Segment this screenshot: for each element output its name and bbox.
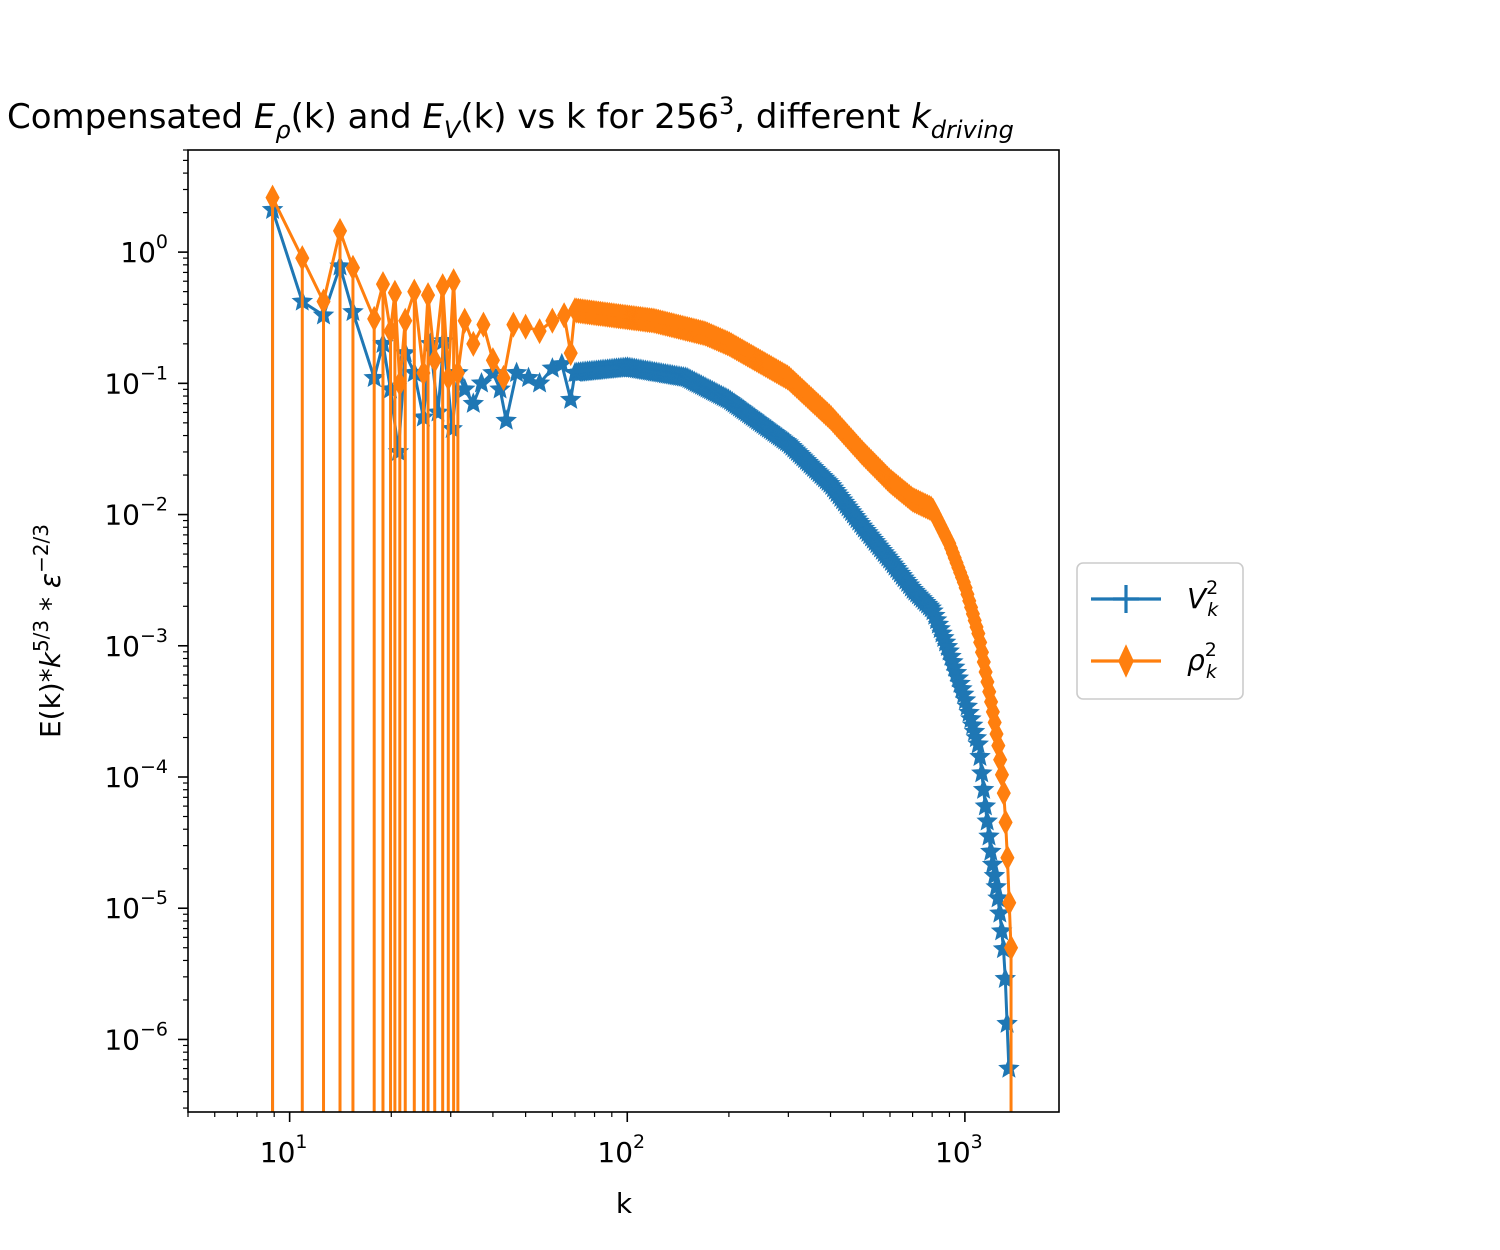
data-point: [967, 732, 989, 754]
chart-title: Compensated Eρ(k) and EV(k) vs k for 256…: [7, 92, 1014, 144]
data-point: [427, 401, 449, 422]
data-point: [518, 313, 533, 340]
data-point: [398, 307, 413, 334]
data-point: [383, 318, 398, 345]
legend-entry-rho: ρ2 k: [1091, 639, 1218, 683]
data-point: [427, 347, 442, 374]
data-point: [489, 377, 511, 399]
data-point: [972, 778, 995, 799]
data-point: [559, 388, 582, 409]
y-tick-label: 100: [120, 231, 168, 269]
data-point: [545, 307, 560, 334]
x-tick-label: 103: [935, 1131, 983, 1169]
series-rho: [265, 184, 1019, 1112]
legend-entry-v: V2 k: [1091, 577, 1219, 621]
data-point: [998, 1057, 1020, 1078]
x-tick-label: 102: [597, 1131, 645, 1169]
legend-label-rho: ρ2 k: [1187, 639, 1218, 683]
legend-marker-rho: [1118, 644, 1134, 678]
plot-frame: [187, 149, 1060, 1113]
data-point: [416, 359, 431, 386]
data-point: [496, 364, 511, 391]
data-point: [528, 371, 551, 393]
data-point: [435, 273, 450, 300]
data-point: [392, 370, 407, 397]
data-point: [971, 761, 993, 783]
data-point: [998, 809, 1013, 836]
legend: V2 k ρ2 k: [1076, 562, 1244, 700]
legend-label-v: V2 k: [1187, 577, 1219, 621]
axis-ticks: 101 102 103 100 10−1 10−2 10−3 10−4 10−5 10−6: [104, 149, 983, 1169]
data-point: [557, 302, 572, 329]
data-point: [332, 217, 348, 244]
data-point: [450, 359, 465, 386]
data-point: [462, 392, 485, 413]
data-point: [976, 809, 998, 831]
data-point: [265, 184, 280, 211]
y-tick-label: 10−1: [104, 362, 168, 400]
data-point: [466, 330, 481, 357]
data-point: [563, 340, 578, 367]
series-v: [261, 198, 1020, 1112]
data-point: [974, 794, 997, 816]
x-tick-label: 101: [260, 1131, 308, 1169]
y-tick-label: 10−5: [104, 887, 168, 925]
data-point: [505, 361, 528, 383]
data-point: [506, 311, 521, 338]
data-point: [485, 347, 500, 374]
data-point: [996, 780, 1011, 807]
data-point: [375, 271, 391, 298]
data-point: [407, 278, 422, 305]
data-point: [316, 288, 331, 315]
x-axis-label: k: [616, 1187, 633, 1220]
data-point: [495, 409, 517, 430]
y-axis-label: E(k)*k5/3 * ε−2/3: [29, 524, 67, 738]
data-point: [420, 282, 436, 309]
legend-box: [1076, 562, 1244, 700]
plot-series: [261, 184, 1020, 1112]
data-point: [978, 825, 1000, 846]
data-point: [1002, 889, 1017, 916]
y-tick-label: 10−3: [104, 625, 168, 663]
data-point: [345, 254, 361, 281]
data-point: [969, 745, 991, 766]
y-tick-label: 10−6: [104, 1018, 168, 1056]
data-point: [295, 245, 310, 272]
data-point: [367, 305, 382, 332]
y-tick-label: 10−2: [104, 494, 168, 532]
data-point: [980, 840, 1002, 861]
data-point: [387, 279, 402, 306]
data-point: [457, 307, 472, 334]
data-point: [476, 311, 491, 338]
data-point: [1003, 934, 1019, 961]
legend-marker-v: [1113, 585, 1139, 613]
y-tick-label: 10−4: [104, 756, 168, 794]
data-point: [446, 268, 461, 295]
data-point: [1000, 844, 1015, 871]
data-point: [532, 318, 547, 345]
